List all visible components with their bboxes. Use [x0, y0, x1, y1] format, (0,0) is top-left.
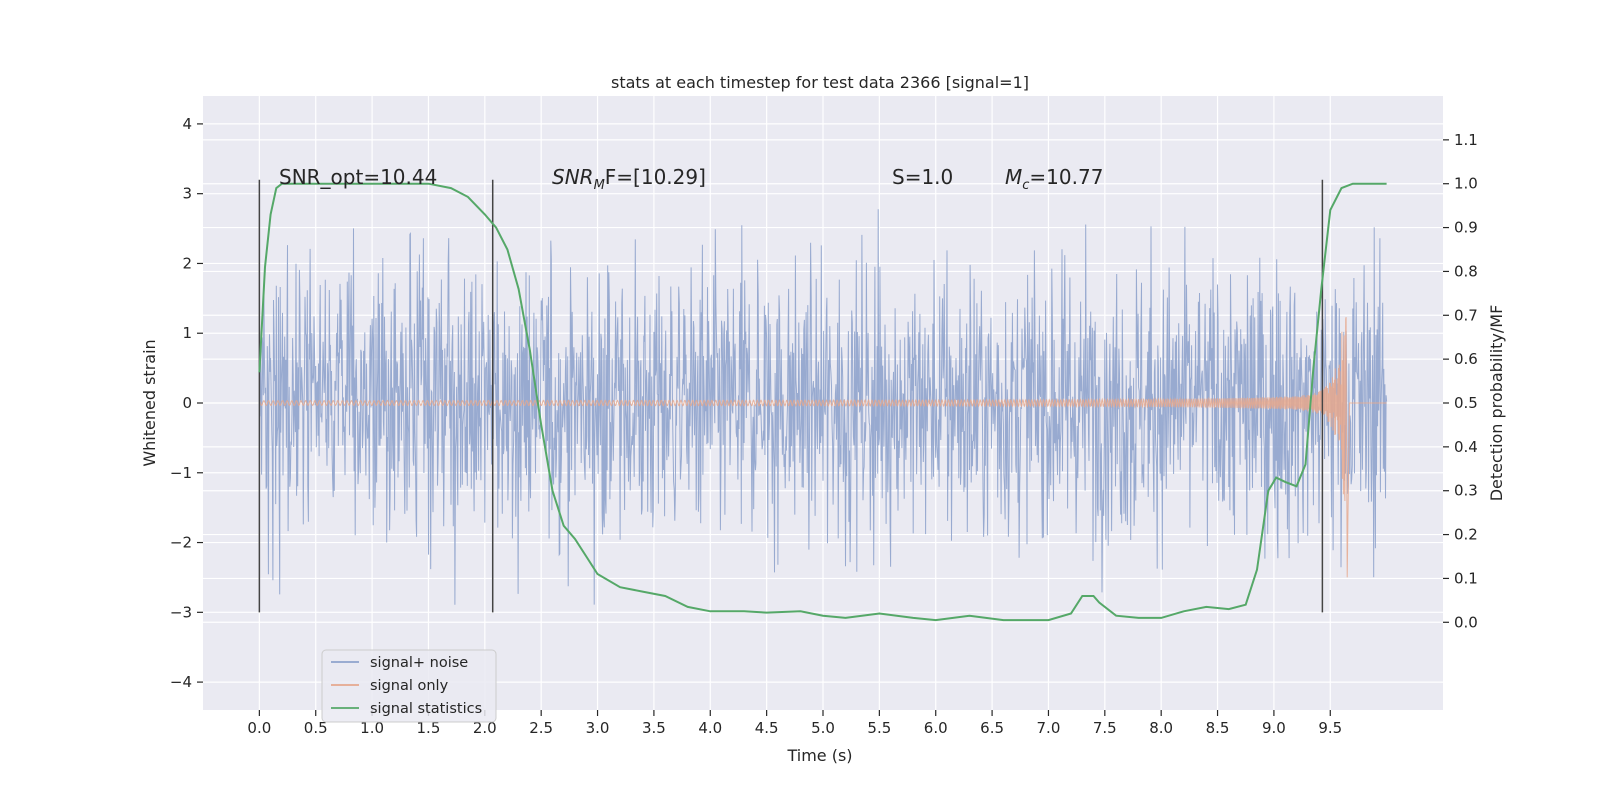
annotation-mc-subscript: c — [1022, 178, 1029, 193]
x-tick-label: 9.0 — [1262, 719, 1286, 737]
x-tick-label: 1.5 — [417, 719, 441, 737]
y-axis-right-label: Detection probability/MF — [1487, 305, 1506, 502]
legend-label-noise: signal+ noise — [370, 655, 468, 671]
y-left-tick-label: −2 — [170, 534, 192, 552]
axis-ticks: 0.0 0.5 1.0 1.5 2.0 2.5 3.0 3.5 4.0 4.5 5.0 5.5 6.0 6… — [170, 115, 1478, 737]
x-tick-label: 8.5 — [1206, 719, 1230, 737]
legend-label-statistics: signal statistics — [370, 701, 482, 717]
y-left-tick-label: 2 — [182, 254, 192, 272]
y-left-tick-label: −3 — [170, 603, 192, 621]
x-tick-label: 2.5 — [529, 719, 553, 737]
x-tick-label: 0.5 — [304, 719, 328, 737]
annotation-snr-opt: SNR_opt=10.44 — [279, 165, 437, 189]
y-right-tick-label: 0.6 — [1454, 350, 1478, 368]
x-tick-label: 2.0 — [473, 719, 497, 737]
annotation-mc-symbol: M — [1005, 165, 1022, 189]
y-left-tick-label: 4 — [182, 115, 192, 133]
y-right-tick-label: 0.2 — [1454, 526, 1478, 544]
noise-series — [258, 209, 1388, 605]
x-tick-label: 0.0 — [247, 719, 271, 737]
x-tick-label: 8.0 — [1149, 719, 1173, 737]
x-tick-label: 1.0 — [360, 719, 384, 737]
noise-line — [258, 209, 1388, 605]
annotation-mc-value: =10.77 — [1029, 165, 1103, 189]
y-right-tick-label: 1.1 — [1454, 131, 1478, 149]
annotation-snr-mf-subscript: M — [594, 178, 605, 193]
y-right-tick-label: 0.4 — [1454, 438, 1478, 456]
annotation-snr-mf-value: F=[10.29] — [605, 165, 706, 189]
legend-box — [321, 649, 497, 723]
chart-title: stats at each timestep for test data 236… — [611, 73, 1029, 92]
annotation-snr-mf-symbol: SNR — [552, 165, 594, 189]
legend-label-signal: signal only — [370, 678, 449, 694]
x-tick-label: 6.0 — [924, 719, 948, 737]
y-left-tick-label: −4 — [170, 673, 192, 691]
annotation-s: S=1.0 — [892, 165, 953, 189]
x-tick-label: 5.0 — [811, 719, 835, 737]
x-tick-label: 7.0 — [1037, 719, 1061, 737]
legend: signal+ noise signal only signal statist… — [321, 649, 497, 723]
x-tick-label: 4.0 — [698, 719, 722, 737]
y-right-tick-label: 0.8 — [1454, 262, 1478, 280]
statistics-line — [258, 182, 1387, 622]
vertical-markers — [258, 179, 1324, 613]
y-right-tick-label: 1.0 — [1454, 175, 1478, 193]
y-left-tick-label: 3 — [182, 185, 192, 203]
annotation-mc: Mc=10.77 — [1005, 165, 1103, 193]
signal-line — [258, 317, 1387, 578]
y-axis-left-label: Whitened strain — [140, 339, 159, 466]
x-tick-label: 3.0 — [586, 719, 610, 737]
y-right-tick-label: 0.0 — [1454, 613, 1478, 631]
statistics-series — [258, 182, 1387, 622]
x-tick-label: 3.5 — [642, 719, 666, 737]
x-tick-label: 5.5 — [867, 719, 891, 737]
annotation-snr-mf: SNRMF=[10.29] — [552, 165, 706, 193]
y-right-tick-label: 0.7 — [1454, 306, 1478, 324]
x-tick-label: 6.5 — [980, 719, 1004, 737]
signal-only-series — [258, 317, 1387, 578]
x-tick-label: 7.5 — [1093, 719, 1117, 737]
y-right-tick-label: 0.3 — [1454, 482, 1478, 500]
y-right-tick-label: 0.1 — [1454, 569, 1478, 587]
x-tick-label: 4.5 — [755, 719, 779, 737]
y-left-tick-label: 0 — [182, 394, 192, 412]
y-left-tick-label: 1 — [182, 324, 192, 342]
y-right-tick-label: 0.9 — [1454, 219, 1478, 237]
y-right-tick-label: 0.5 — [1454, 394, 1478, 412]
x-tick-label: 9.5 — [1318, 719, 1342, 737]
x-axis-label: Time (s) — [786, 746, 852, 765]
y-left-tick-label: −1 — [170, 464, 192, 482]
